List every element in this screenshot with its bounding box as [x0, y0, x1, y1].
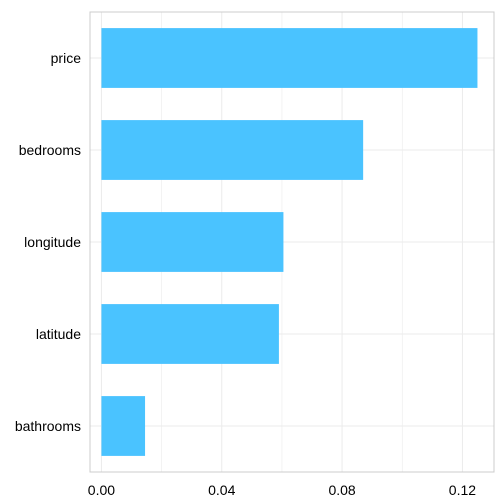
y-tick-label: longitude — [24, 234, 81, 250]
bar-latitude — [101, 304, 279, 364]
bar-bedrooms — [101, 120, 364, 180]
x-axis-labels: 0.00 0.04 0.08 0.12 — [88, 482, 476, 498]
x-tick-label: 0.08 — [328, 482, 355, 498]
y-tick-label: bedrooms — [19, 142, 81, 158]
y-tick-label: bathrooms — [15, 418, 81, 434]
x-tick-label: 0.12 — [449, 482, 476, 498]
bar-price — [101, 28, 478, 88]
bar-bathrooms — [101, 396, 146, 456]
x-tick-label: 0.00 — [88, 482, 115, 498]
y-tick-label: price — [51, 50, 82, 66]
bars — [101, 28, 478, 456]
panel-border — [89, 11, 495, 473]
x-tick-label: 0.04 — [208, 482, 235, 498]
bar-longitude — [101, 212, 284, 272]
y-axis-labels: price bedrooms longitude latitude bathrooms — [15, 50, 81, 434]
y-tick-label: latitude — [36, 326, 81, 342]
